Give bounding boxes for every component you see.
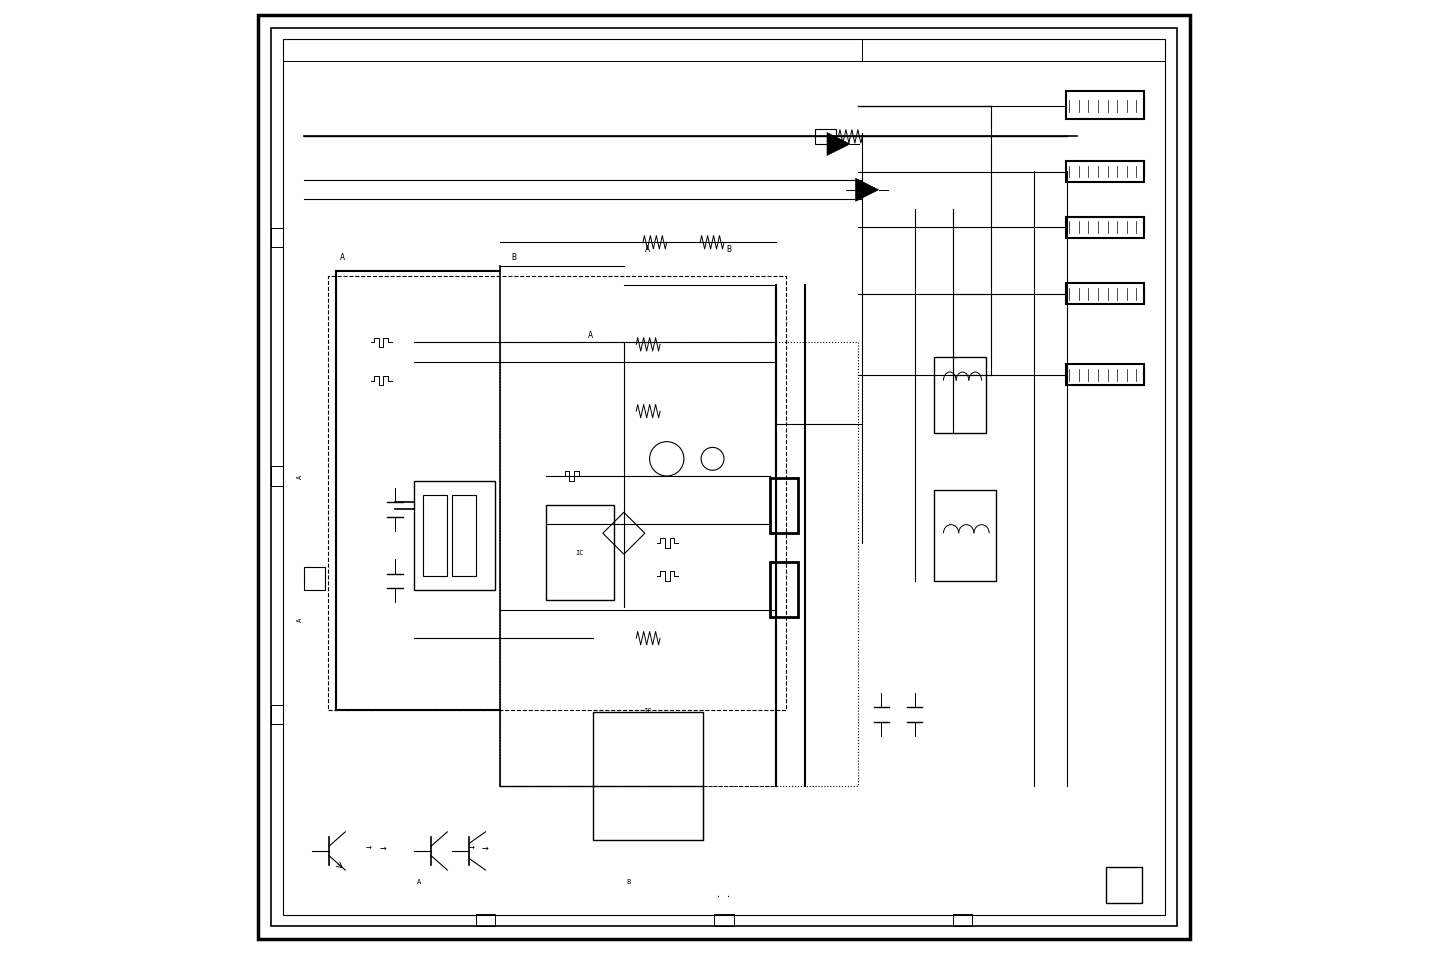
Bar — [815, 130, 835, 145]
Bar — [500, 343, 857, 786]
Bar — [934, 491, 996, 581]
Polygon shape — [856, 179, 879, 202]
Bar — [714, 914, 734, 926]
Bar — [271, 229, 284, 248]
Text: A: A — [340, 253, 345, 262]
Bar — [1106, 867, 1142, 903]
Text: A: A — [297, 475, 303, 478]
Bar — [770, 478, 798, 534]
Bar — [476, 914, 495, 926]
Polygon shape — [827, 133, 850, 156]
Bar — [452, 496, 476, 577]
Text: →: → — [468, 841, 473, 851]
Bar — [953, 914, 972, 926]
Bar — [271, 467, 284, 486]
Text: →: → — [482, 843, 489, 853]
Text: →: → — [366, 841, 372, 851]
Text: . .: . . — [717, 889, 731, 899]
Text: A: A — [646, 245, 650, 254]
Text: A: A — [297, 618, 303, 621]
Bar — [271, 705, 284, 724]
Text: →: → — [379, 843, 387, 853]
Bar — [594, 712, 704, 841]
Bar — [1066, 284, 1144, 305]
Bar — [1066, 365, 1144, 386]
Bar — [1066, 217, 1144, 238]
Bar — [1066, 91, 1144, 120]
Text: B: B — [627, 879, 631, 884]
Text: IC: IC — [576, 550, 584, 556]
Bar — [414, 481, 495, 591]
Bar — [304, 567, 326, 591]
Bar — [423, 496, 447, 577]
Bar — [934, 357, 986, 434]
Text: A: A — [417, 879, 421, 884]
Text: IC: IC — [643, 707, 652, 713]
Text: B: B — [511, 253, 517, 262]
Bar — [1066, 162, 1144, 183]
Bar — [546, 505, 614, 600]
Text: B: B — [727, 245, 731, 254]
Bar — [329, 276, 786, 710]
Bar — [770, 562, 798, 618]
Text: A: A — [588, 331, 592, 340]
